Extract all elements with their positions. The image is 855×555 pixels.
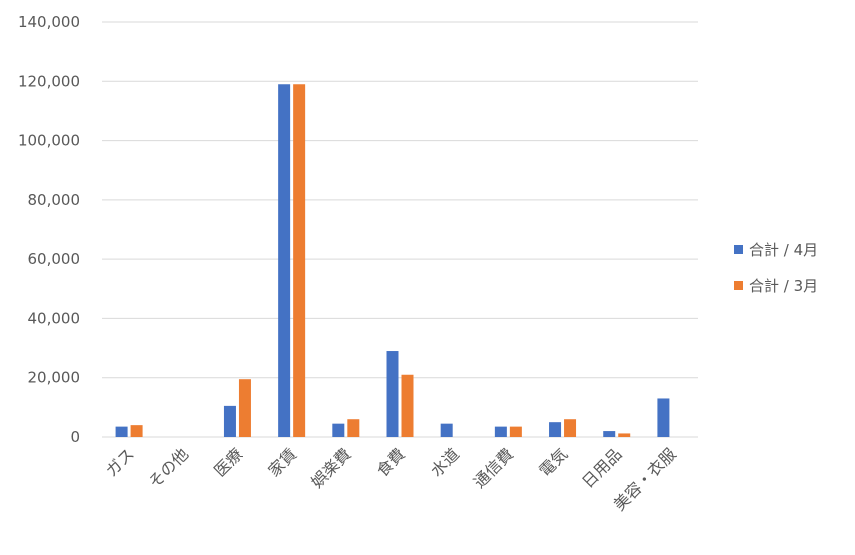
bar-april bbox=[332, 423, 345, 437]
bar-march bbox=[347, 419, 360, 437]
x-tick-label: 医療 bbox=[210, 444, 246, 480]
y-axis-ticks: 0 20,000 40,000 60,000 80,000 100,000 120,000 1… bbox=[18, 13, 80, 446]
gridlines bbox=[102, 21, 698, 438]
bar-march bbox=[618, 433, 631, 437]
bar-april bbox=[603, 431, 616, 437]
bar-march bbox=[293, 84, 306, 437]
x-tick-label: その他 bbox=[145, 444, 192, 491]
y-tick-label: 60,000 bbox=[28, 250, 81, 268]
x-tick-label: 娯楽費 bbox=[307, 444, 354, 491]
y-tick-label: 20,000 bbox=[28, 369, 81, 387]
x-tick-label: 家賃 bbox=[264, 444, 300, 480]
bar-april bbox=[115, 426, 128, 437]
x-tick-label: 電気 bbox=[535, 444, 571, 480]
bar-march bbox=[509, 426, 522, 437]
y-tick-label: 100,000 bbox=[18, 132, 80, 150]
bar-april bbox=[494, 426, 507, 437]
y-tick-label: 120,000 bbox=[18, 72, 80, 90]
bar-april bbox=[657, 398, 670, 437]
bar-march bbox=[564, 419, 577, 437]
y-tick-label: 40,000 bbox=[28, 309, 81, 327]
bar-april bbox=[223, 405, 236, 437]
bar-march bbox=[130, 425, 143, 437]
x-tick-label: 通信費 bbox=[470, 444, 517, 491]
bar-march bbox=[401, 374, 414, 437]
bar-april bbox=[386, 351, 399, 437]
bar-april bbox=[440, 423, 453, 437]
y-tick-label: 140,000 bbox=[18, 13, 80, 31]
x-tick-label: 日用品 bbox=[578, 444, 625, 491]
legend-swatch bbox=[734, 245, 743, 254]
x-tick-label: 水道 bbox=[427, 444, 463, 480]
y-tick-label: 0 bbox=[70, 428, 80, 446]
bars bbox=[115, 84, 670, 437]
x-tick-label: 食費 bbox=[373, 444, 409, 480]
bar-march bbox=[238, 379, 251, 437]
y-tick-label: 80,000 bbox=[28, 191, 81, 209]
legend-swatch bbox=[734, 281, 743, 290]
bar-april bbox=[549, 422, 562, 437]
legend-label: 合計 / 3月 bbox=[749, 277, 818, 295]
bar-april bbox=[278, 84, 291, 437]
legend-label: 合計 / 4月 bbox=[749, 241, 818, 259]
x-tick-label: ガス bbox=[102, 444, 138, 480]
